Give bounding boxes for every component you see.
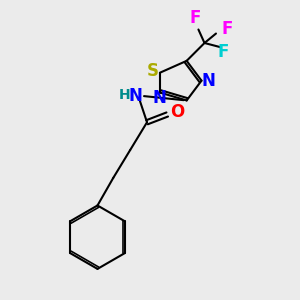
Text: F: F bbox=[222, 20, 233, 38]
Text: F: F bbox=[190, 9, 201, 27]
Text: O: O bbox=[171, 103, 185, 122]
Text: S: S bbox=[147, 62, 159, 80]
Text: N: N bbox=[202, 72, 215, 90]
Text: N: N bbox=[128, 86, 142, 104]
Text: F: F bbox=[218, 43, 229, 61]
Text: H: H bbox=[118, 88, 130, 101]
Text: N: N bbox=[153, 89, 167, 107]
